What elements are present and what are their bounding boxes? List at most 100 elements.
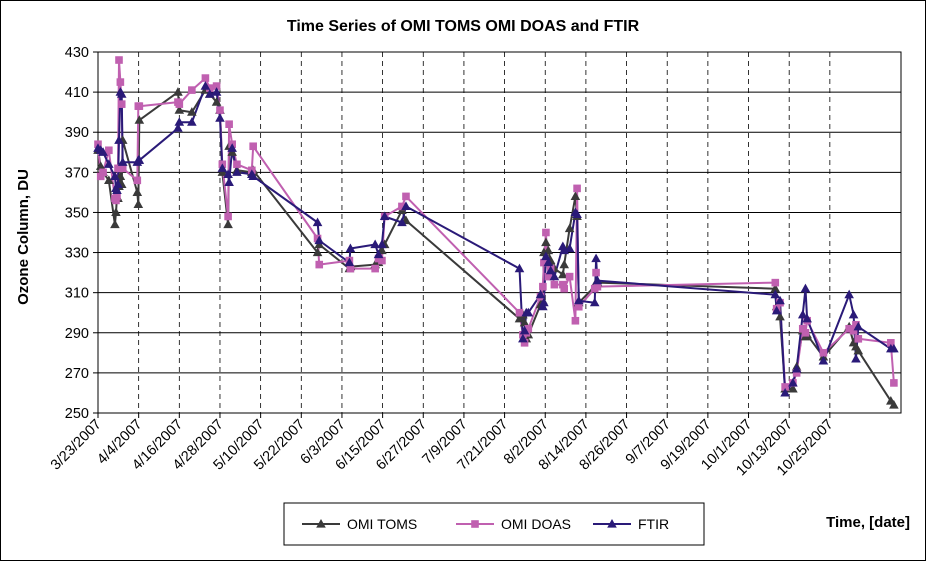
data-point-omi-doas: [573, 184, 581, 193]
data-point-omi-toms: [889, 399, 899, 409]
data-point-omi-toms: [187, 107, 197, 116]
data-point-omi-doas: [249, 142, 257, 151]
data-point-omi-doas: [402, 192, 410, 201]
y-tick-label: 370: [65, 165, 89, 181]
legend-marker-omi-toms: [316, 519, 326, 528]
chart-title: Time Series of OMI TOMS OMI DOAS and FTI…: [287, 18, 640, 35]
data-point-omi-toms: [564, 223, 575, 233]
data-point-omi-toms: [570, 191, 581, 200]
y-tick-label: 250: [65, 406, 89, 422]
data-point-omi-doas: [539, 282, 547, 291]
data-point-ftir: [223, 169, 233, 178]
data-point-ftir: [791, 363, 802, 373]
data-point-ftir: [114, 135, 124, 144]
data-point-ftir: [844, 289, 854, 299]
legend-item-omi-toms: OMI TOMS: [302, 516, 417, 532]
data-point-omi-toms: [104, 175, 114, 184]
data-point-omi-doas: [540, 258, 548, 267]
data-point-omi-toms: [519, 317, 530, 327]
legend-label: FTIR: [638, 516, 669, 532]
data-point-ftir: [370, 239, 380, 249]
data-point-omi-doas: [175, 100, 184, 108]
data-point-ftir: [98, 147, 108, 156]
data-point-ftir: [232, 167, 242, 176]
data-point-omi-doas: [520, 339, 529, 347]
x-axis-label: Time, [date]: [826, 514, 910, 531]
data-point-omi-doas: [96, 172, 105, 181]
data-point-omi-doas: [515, 308, 524, 317]
data-point-ftir: [589, 297, 600, 307]
data-point-ftir: [187, 117, 197, 126]
data-point-ftir: [312, 217, 323, 227]
data-point-omi-toms: [133, 199, 144, 209]
data-point-omi-doas: [346, 264, 355, 273]
data-point-ftir: [173, 123, 183, 132]
data-point-omi-doas: [819, 349, 828, 357]
data-point-omi-doas: [792, 369, 801, 377]
legend-marker-ftir: [607, 519, 617, 528]
data-point-omi-doas: [313, 234, 322, 243]
data-point-omi-toms: [174, 105, 185, 114]
data-point-ftir: [573, 295, 584, 305]
data-point-omi-doas: [852, 320, 860, 329]
data-point-omi-toms: [312, 247, 323, 257]
data-point-ftir: [345, 243, 356, 253]
data-point-ftir: [545, 265, 556, 275]
data-point-omi-doas: [118, 164, 127, 173]
legend-item-ftir: FTIR: [593, 516, 669, 532]
data-point-omi-doas: [398, 202, 406, 211]
data-point-ftir: [514, 263, 525, 273]
data-point-omi-doas: [115, 56, 123, 64]
data-point-omi-toms: [211, 97, 222, 106]
data-point-ftir: [379, 211, 390, 221]
data-point-omi-doas: [117, 100, 126, 108]
data-point-ftir: [518, 333, 528, 343]
data-point-ftir: [797, 309, 808, 319]
data-point-ftir: [224, 177, 234, 186]
data-point-omi-doas: [315, 260, 324, 269]
series-markers: [93, 56, 899, 409]
data-point-ftir: [397, 217, 407, 227]
data-point-omi-doas: [114, 164, 122, 173]
data-point-omi-doas: [224, 212, 232, 221]
data-point-omi-doas: [135, 102, 144, 110]
data-point-omi-doas: [593, 282, 602, 291]
data-point-ftir: [549, 271, 560, 281]
data-point-omi-doas: [378, 256, 386, 265]
data-point-omi-doas: [849, 326, 858, 335]
data-point-omi-doas: [574, 302, 583, 311]
data-point-omi-toms: [541, 237, 551, 247]
data-point-ftir: [889, 343, 899, 353]
data-point-ftir: [217, 163, 228, 172]
data-point-omi-doas: [771, 278, 780, 287]
data-point-omi-toms: [132, 187, 143, 196]
plot-area-frame: [97, 51, 902, 414]
data-point-omi-doas: [188, 86, 196, 94]
data-point-omi-doas: [116, 78, 125, 86]
y-tick-label: 390: [65, 125, 89, 141]
data-point-omi-doas: [233, 160, 241, 169]
data-point-omi-toms: [559, 259, 570, 269]
data-point-omi-toms: [110, 219, 120, 229]
data-point-ftir: [592, 275, 603, 285]
y-tick-label: 430: [65, 45, 89, 61]
data-point-ftir: [519, 325, 530, 335]
data-point-ftir: [112, 185, 122, 194]
data-point-ftir: [543, 257, 554, 267]
data-point-omi-toms: [775, 311, 785, 321]
data-point-ftir: [113, 179, 123, 188]
data-point-ftir: [780, 387, 790, 397]
data-point-ftir: [401, 201, 411, 211]
data-point-ftir: [523, 307, 534, 317]
y-tick-label: 330: [65, 246, 89, 262]
data-point-ftir: [771, 305, 782, 315]
data-point-omi-doas: [105, 146, 113, 155]
data-point-omi-toms: [173, 87, 183, 96]
data-point-ftir: [788, 377, 798, 387]
data-point-ftir: [174, 117, 185, 126]
data-point-omi-doas: [371, 264, 379, 273]
data-point-omi-doas: [544, 272, 553, 281]
data-point-omi-doas: [99, 168, 107, 177]
